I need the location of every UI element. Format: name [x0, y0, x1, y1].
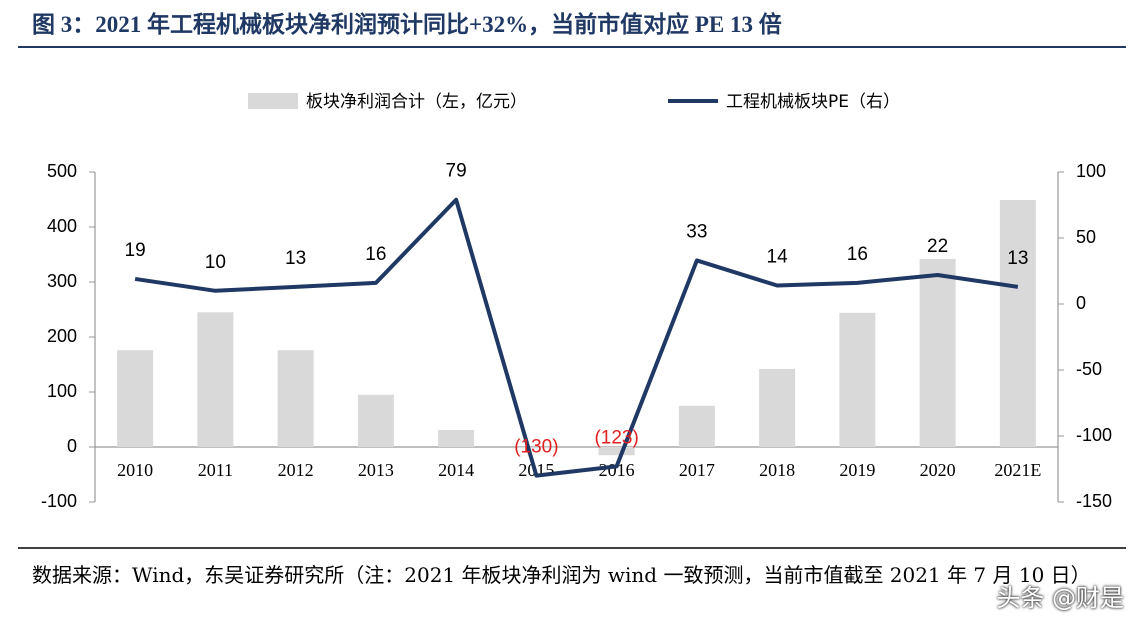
bar [518, 447, 555, 449]
x-tick-label: 2016 [599, 460, 635, 480]
x-tick-label: 2020 [920, 460, 956, 480]
y2-tick-label: -150 [1076, 491, 1112, 511]
x-tick-label: 2019 [839, 460, 875, 480]
bar [357, 394, 394, 447]
data-label: 79 [446, 161, 467, 182]
x-tick-label: 2012 [278, 460, 314, 480]
bar [678, 405, 715, 447]
y-tick-label: 0 [67, 436, 77, 456]
x-tick-label: 2013 [358, 460, 394, 480]
data-label: 13 [285, 248, 306, 269]
data-label: 10 [205, 252, 226, 273]
data-label: 16 [365, 244, 386, 265]
y2-tick-label: 50 [1076, 227, 1096, 247]
x-tick-label: 2010 [117, 460, 153, 480]
source-note: 数据来源：Wind，东吴证券研究所（注：2021 年板块净利润为 wind 一致… [32, 563, 1091, 587]
bar [277, 350, 314, 447]
y-tick-label: 500 [47, 161, 77, 181]
data-label: 14 [767, 247, 789, 268]
bar [117, 350, 154, 447]
legend-label: 板块净利润合计（左，亿元） [306, 92, 527, 112]
legend-label: 工程机械板块PE（右） [726, 92, 900, 112]
line [134, 197, 1019, 478]
y2-tick-label: 100 [1076, 161, 1106, 181]
chart-title: 图 3：2021 年工程机械板块净利润预计同比+32%，当前市值对应 PE 13… [32, 11, 782, 37]
x-tick-label: 2014 [438, 460, 474, 480]
bar [438, 429, 475, 447]
bar [999, 200, 1036, 447]
data-label: (123) [594, 427, 638, 448]
x-tick-label: 2018 [759, 460, 795, 480]
data-label: 16 [847, 244, 868, 265]
data-label: (130) [514, 437, 558, 458]
data-label: 33 [686, 221, 707, 242]
x-tick-label: 2021E [994, 460, 1041, 480]
y-tick-label: 200 [47, 326, 77, 346]
bar [759, 368, 796, 447]
y-tick-label: 300 [47, 271, 77, 291]
data-label: 22 [927, 236, 948, 257]
y-tick-label: -100 [41, 491, 77, 511]
y2-tick-label: -100 [1076, 425, 1112, 445]
legend-swatch [248, 93, 298, 109]
y-tick-label: 400 [47, 216, 77, 236]
data-label: 19 [125, 240, 146, 261]
watermark: 头条 @财是 [996, 584, 1124, 612]
y-tick-label: 100 [47, 381, 77, 401]
y2-tick-label: -50 [1076, 359, 1102, 379]
bar [839, 312, 876, 447]
bar [919, 258, 956, 447]
y2-tick-label: 0 [1076, 293, 1086, 313]
bar [197, 312, 234, 447]
x-tick-label: 2017 [679, 460, 715, 480]
bar [598, 447, 635, 456]
x-tick-label: 2011 [198, 460, 233, 480]
data-label: 13 [1007, 248, 1028, 269]
